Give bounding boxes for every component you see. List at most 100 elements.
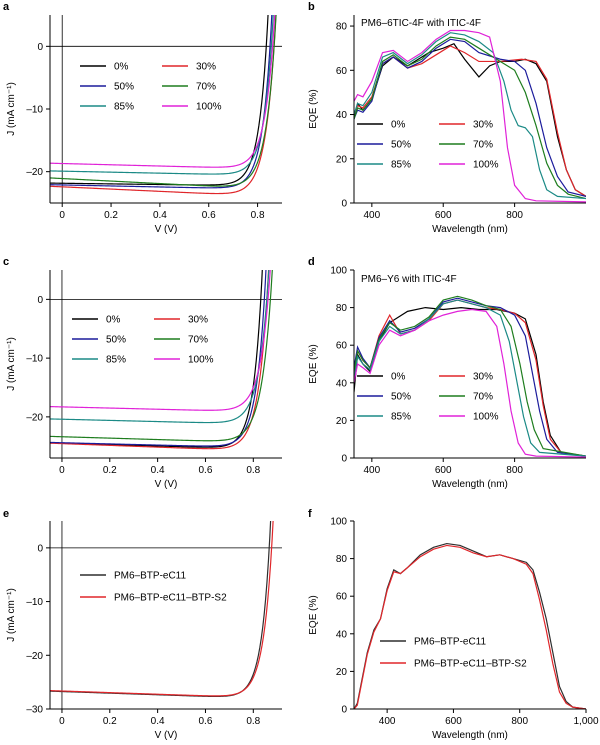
series-line-a-4 xyxy=(50,15,274,175)
y-tick-label: 60 xyxy=(336,341,348,352)
legend-label: 70% xyxy=(473,140,493,151)
legend-label: PM6–BTP-eC11–BTP-S2 xyxy=(414,659,527,670)
legend-label: 0% xyxy=(391,120,406,131)
legend-label: 70% xyxy=(473,392,493,403)
series-line-d-4 xyxy=(354,299,586,457)
x-tick-label: 0.6 xyxy=(202,210,216,221)
y-axis-label: J (mA cm⁻¹) xyxy=(6,337,17,391)
legend-label: 0% xyxy=(106,315,121,326)
x-tick-label: 0.6 xyxy=(199,465,213,476)
series-line-b-5 xyxy=(354,29,586,203)
legend-label: 85% xyxy=(114,102,134,113)
legend-label: 0% xyxy=(391,372,406,383)
series-line-e-1 xyxy=(50,521,274,697)
series-line-a-0 xyxy=(50,15,269,186)
panel-letter-a: a xyxy=(3,1,10,13)
legend-label: 100% xyxy=(473,160,499,171)
legend-label: 85% xyxy=(106,355,126,366)
x-tick-label: 800 xyxy=(506,210,523,221)
x-tick-label: 0.8 xyxy=(251,210,265,221)
legend-label: PM6–BTP-eC11 xyxy=(414,637,487,648)
legend-label: 70% xyxy=(188,335,208,346)
y-tick-label: –10 xyxy=(26,354,43,365)
y-tick-label: 80 xyxy=(336,22,348,33)
series-line-c-3 xyxy=(50,270,273,442)
y-tick-label: 0 xyxy=(37,295,43,306)
y-tick-label: 40 xyxy=(336,110,348,121)
legend-label: 0% xyxy=(114,62,129,73)
x-tick-label: 1,000 xyxy=(573,716,598,727)
y-tick-label: 0 xyxy=(341,705,347,716)
panel-letter-b: b xyxy=(308,1,315,13)
series-line-c-5 xyxy=(50,270,271,411)
series-line-c-4 xyxy=(50,270,270,424)
x-tick-label: 0.4 xyxy=(151,716,165,727)
x-tick-label: 0.4 xyxy=(153,210,167,221)
y-axis-label: J (mA cm⁻¹) xyxy=(6,588,17,642)
legend-label: 30% xyxy=(188,315,208,326)
series-line-a-1 xyxy=(50,15,277,195)
series-line-f-1 xyxy=(354,544,586,709)
x-tick-label: 600 xyxy=(445,716,462,727)
legend-label: 30% xyxy=(473,120,493,131)
y-tick-label: –20 xyxy=(26,167,43,178)
legend-label: 70% xyxy=(196,82,216,93)
x-tick-label: 0.2 xyxy=(103,465,117,476)
series-line-a-5 xyxy=(50,15,276,168)
x-tick-label: 800 xyxy=(506,465,523,476)
x-tick-label: 0 xyxy=(59,465,65,476)
y-tick-label: 60 xyxy=(336,592,348,603)
series-line-b-2 xyxy=(354,38,586,197)
x-axis-label: V (V) xyxy=(155,479,178,490)
y-tick-label: 0 xyxy=(341,454,347,465)
y-tick-label: 40 xyxy=(336,378,348,389)
y-tick-label: 80 xyxy=(336,303,348,314)
y-tick-label: 100 xyxy=(330,266,347,277)
series-line-d-0 xyxy=(354,306,586,457)
legend-label: 85% xyxy=(391,160,411,171)
x-tick-label: 0.8 xyxy=(246,716,260,727)
panel-d: d 400 600 800 0 20 40 60 80 100 Wavelength (nm) EQE… xyxy=(308,256,586,490)
y-tick-label: 100 xyxy=(330,517,347,528)
x-axis-label: Wavelength (nm) xyxy=(432,730,508,741)
legend-label: 100% xyxy=(473,412,499,423)
x-tick-label: 600 xyxy=(435,465,452,476)
chart-title: PM6–Y6 with ITIC-4F xyxy=(361,274,457,285)
series-line-b-3 xyxy=(354,36,586,200)
y-tick-label: –20 xyxy=(26,651,43,662)
legend-label: 85% xyxy=(391,412,411,423)
y-axis-label: EQE (%) xyxy=(308,595,319,634)
legend-label: 50% xyxy=(391,392,411,403)
panel-b: b 400 600 800 0 20 40 60 80 Wavelength (nm) EQE (%… xyxy=(308,1,586,235)
panel-a: a 0 0.2 0.4 0.6 0.8 –20 –10 0 V (V) J (mA cm⁻¹) 0% 3… xyxy=(3,1,282,235)
y-axis-label: J (mA cm⁻¹) xyxy=(6,82,17,136)
x-tick-label: 400 xyxy=(364,210,381,221)
y-tick-label: –20 xyxy=(26,412,43,423)
series-line-c-1 xyxy=(50,270,270,450)
y-tick-label: 20 xyxy=(336,154,348,165)
legend-label: 50% xyxy=(391,140,411,151)
x-tick-label: 0.6 xyxy=(199,716,213,727)
series-line-a-3 xyxy=(50,15,277,187)
panel-c: c 0 0.2 0.4 0.6 0.8 –20 –10 0 V (V) J (mA cm⁻¹) 0% 3… xyxy=(3,256,282,490)
y-tick-label: –10 xyxy=(26,597,43,608)
x-tick-label: 0.2 xyxy=(103,716,117,727)
y-tick-label: 60 xyxy=(336,66,348,77)
panel-letter-d: d xyxy=(308,256,315,268)
y-tick-label: 0 xyxy=(37,42,43,53)
y-axis-label: EQE (%) xyxy=(308,344,319,383)
y-tick-label: 20 xyxy=(336,667,348,678)
panel-letter-c: c xyxy=(3,256,9,268)
series-line-c-2 xyxy=(50,270,267,447)
x-axis-label: V (V) xyxy=(155,224,178,235)
legend-label: 50% xyxy=(114,82,134,93)
panel-letter-e: e xyxy=(3,508,9,520)
x-tick-label: 0.8 xyxy=(246,465,260,476)
chart-title: PM6–6TIC-4F with ITIC-4F xyxy=(361,18,481,29)
x-axis-label: V (V) xyxy=(155,730,178,741)
x-axis-label: Wavelength (nm) xyxy=(432,479,508,490)
legend-label: 30% xyxy=(473,372,493,383)
panel-f: f 400 600 800 1,000 0 20 40 60 80 100 Wavelength (n… xyxy=(308,508,599,741)
series-line-b-1 xyxy=(354,45,586,197)
x-axis-label: Wavelength (nm) xyxy=(432,224,508,235)
